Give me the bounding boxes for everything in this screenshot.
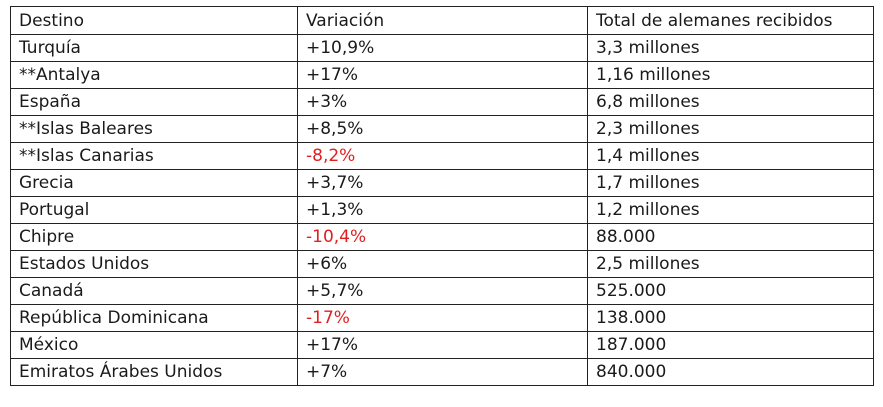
cell-total: 1,7 millones (587, 169, 874, 197)
cell-destino: Estados Unidos (10, 250, 298, 278)
cell-variacion: +6% (297, 250, 588, 278)
cell-destino: Emiratos Árabes Unidos (10, 358, 298, 386)
cell-total: 3,3 millones (587, 34, 874, 62)
table-row: **Islas Baleares +8,5% 2,3 millones (10, 115, 874, 143)
cell-destino: Canadá (10, 277, 298, 305)
cell-variacion: -10,4% (297, 223, 588, 251)
cell-variacion: +3% (297, 88, 588, 116)
cell-total: 6,8 millones (587, 88, 874, 116)
table-row: **Antalya +17% 1,16 millones (10, 61, 874, 89)
cell-total: 88.000 (587, 223, 874, 251)
cell-total: 1,4 millones (587, 142, 874, 170)
cell-destino: España (10, 88, 298, 116)
cell-variacion: -17% (297, 304, 588, 332)
table-row: República Dominicana -17% 138.000 (10, 304, 874, 332)
cell-variacion: +7% (297, 358, 588, 386)
cell-variacion: +5,7% (297, 277, 588, 305)
cell-destino: México (10, 331, 298, 359)
table-row: Portugal +1,3% 1,2 millones (10, 196, 874, 224)
cell-variacion: +17% (297, 61, 588, 89)
cell-total: 2,5 millones (587, 250, 874, 278)
cell-total: 138.000 (587, 304, 874, 332)
cell-variacion: +8,5% (297, 115, 588, 143)
cell-destino: Portugal (10, 196, 298, 224)
table-header-row: Destino Variación Total de alemanes reci… (10, 6, 874, 35)
header-variacion: Variación (297, 6, 588, 35)
cell-variacion: +10,9% (297, 34, 588, 62)
cell-destino: **Islas Baleares (10, 115, 298, 143)
cell-total: 187.000 (587, 331, 874, 359)
cell-destino: **Antalya (10, 61, 298, 89)
header-destino: Destino (10, 6, 298, 35)
destinations-table: Destino Variación Total de alemanes reci… (10, 6, 874, 386)
cell-total: 525.000 (587, 277, 874, 305)
cell-destino: República Dominicana (10, 304, 298, 332)
cell-variacion: +1,3% (297, 196, 588, 224)
table-row: Estados Unidos +6% 2,5 millones (10, 250, 874, 278)
header-total: Total de alemanes recibidos (587, 6, 874, 35)
table-row: España +3% 6,8 millones (10, 88, 874, 116)
cell-destino: Grecia (10, 169, 298, 197)
cell-variacion: +3,7% (297, 169, 588, 197)
cell-total: 1,2 millones (587, 196, 874, 224)
cell-destino: Turquía (10, 34, 298, 62)
table-row: Canadá +5,7% 525.000 (10, 277, 874, 305)
cell-total: 2,3 millones (587, 115, 874, 143)
table-row: México +17% 187.000 (10, 331, 874, 359)
cell-destino: **Islas Canarias (10, 142, 298, 170)
cell-total: 1,16 millones (587, 61, 874, 89)
cell-variacion: -8,2% (297, 142, 588, 170)
table-row: Grecia +3,7% 1,7 millones (10, 169, 874, 197)
cell-destino: Chipre (10, 223, 298, 251)
table-row: Emiratos Árabes Unidos +7% 840.000 (10, 358, 874, 386)
table-row: Chipre -10,4% 88.000 (10, 223, 874, 251)
table-row: Turquía +10,9% 3,3 millones (10, 34, 874, 62)
cell-total: 840.000 (587, 358, 874, 386)
table-row: **Islas Canarias -8,2% 1,4 millones (10, 142, 874, 170)
cell-variacion: +17% (297, 331, 588, 359)
